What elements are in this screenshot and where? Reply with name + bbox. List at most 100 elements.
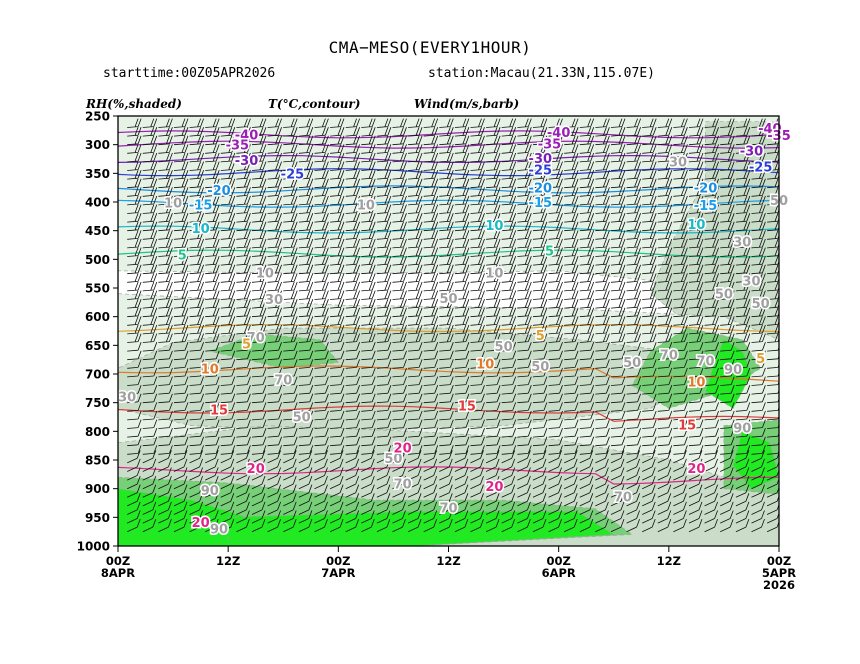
temperature-contour-label: 5 xyxy=(242,338,251,353)
wind-barb xyxy=(267,402,282,412)
wind-barb xyxy=(330,256,345,266)
wind-barb xyxy=(704,385,719,395)
wind-barb xyxy=(532,307,548,318)
wind-barb xyxy=(439,230,454,240)
wind-barb xyxy=(564,195,579,206)
wind-barb xyxy=(173,290,189,300)
wind-barb xyxy=(673,290,688,300)
wind-barb xyxy=(236,450,250,464)
wind-barb xyxy=(345,161,360,171)
wind-barb xyxy=(314,221,329,232)
wind-barb xyxy=(595,419,610,429)
wind-barb xyxy=(564,475,578,490)
rh-shading xyxy=(118,116,779,546)
wind-barb xyxy=(454,458,469,472)
wind-barb xyxy=(408,290,423,300)
wind-barb xyxy=(470,342,485,352)
wind-barb xyxy=(751,359,766,369)
wind-barb xyxy=(454,436,470,447)
wind-barb xyxy=(361,376,376,386)
wind-barb xyxy=(564,127,579,137)
wind-barb xyxy=(517,359,532,369)
wind-barb xyxy=(501,204,517,214)
wind-barb xyxy=(642,385,657,395)
wind-barb xyxy=(283,393,298,404)
wind-barb xyxy=(236,324,251,335)
wind-barb xyxy=(610,161,626,171)
wind-barb xyxy=(314,484,328,498)
wind-barb xyxy=(423,518,438,533)
wind-barb xyxy=(127,445,142,455)
wind-barb xyxy=(330,118,345,128)
rh-label: 70 xyxy=(660,349,678,364)
wind-barb xyxy=(142,213,158,223)
wind-barb xyxy=(532,273,548,283)
wind-barb xyxy=(173,393,189,404)
wind-barb xyxy=(251,316,267,326)
wind-barb xyxy=(548,393,563,404)
wind-barb xyxy=(720,135,735,146)
wind-barb xyxy=(735,510,750,524)
wind-barb xyxy=(517,299,532,309)
wind-barb xyxy=(330,264,345,275)
wind-barb xyxy=(626,385,641,395)
wind-barb xyxy=(205,247,220,257)
wind-barb xyxy=(657,419,673,429)
wind-barb xyxy=(127,118,142,128)
wind-barb xyxy=(189,247,204,257)
wind-barb xyxy=(220,510,235,524)
wind-barb xyxy=(267,467,281,481)
wind-barb xyxy=(595,264,610,275)
wind-barb xyxy=(610,475,625,490)
wind-barb xyxy=(517,385,532,395)
wind-barb xyxy=(439,281,454,292)
wind-barb xyxy=(751,195,766,206)
wind-barb xyxy=(579,144,595,154)
wind-barb xyxy=(626,410,641,421)
wind-barb xyxy=(189,376,204,386)
wind-barb xyxy=(423,281,439,292)
wind-barb xyxy=(454,238,470,249)
y-tick-label: 800 xyxy=(85,425,110,439)
rh-label: 50 xyxy=(623,356,641,371)
wind-barb xyxy=(361,256,376,266)
wind-barb xyxy=(158,213,173,223)
wind-barb xyxy=(673,187,688,197)
wind-barb xyxy=(626,135,641,146)
wind-barb xyxy=(205,450,219,464)
wind-barb xyxy=(142,316,158,326)
wind-barb xyxy=(173,307,189,318)
wind-barb xyxy=(376,333,392,343)
wind-barb xyxy=(735,230,751,240)
wind-barb xyxy=(735,445,751,455)
wind-barb xyxy=(486,118,501,128)
wind-barb xyxy=(688,273,704,283)
wind-barb xyxy=(595,204,610,214)
wind-barb xyxy=(423,493,438,507)
wind-barb xyxy=(720,273,735,283)
wind-barb xyxy=(532,152,548,163)
wind-barb xyxy=(688,367,704,378)
wind-barb xyxy=(392,367,407,378)
wind-barb xyxy=(595,359,610,369)
wind-barb xyxy=(127,213,142,223)
wind-barb xyxy=(704,428,719,438)
wind-barb xyxy=(454,393,470,404)
wind-barb xyxy=(189,475,203,490)
wind-barb xyxy=(595,195,610,206)
wind-barb xyxy=(470,518,484,533)
wind-barb xyxy=(205,475,219,490)
wind-barb xyxy=(454,518,469,533)
wind-barb xyxy=(626,359,641,369)
wind-barb xyxy=(548,221,563,232)
wind-barb xyxy=(423,144,439,154)
wind-barb xyxy=(657,221,673,232)
wind-barb xyxy=(751,161,766,171)
wind-barb xyxy=(173,264,189,275)
wind-barb xyxy=(688,445,704,455)
wind-barb xyxy=(595,316,610,326)
wind-barb xyxy=(314,385,329,395)
wind-barb xyxy=(314,475,328,490)
wind-barb xyxy=(470,458,484,472)
wind-barb xyxy=(236,333,251,343)
